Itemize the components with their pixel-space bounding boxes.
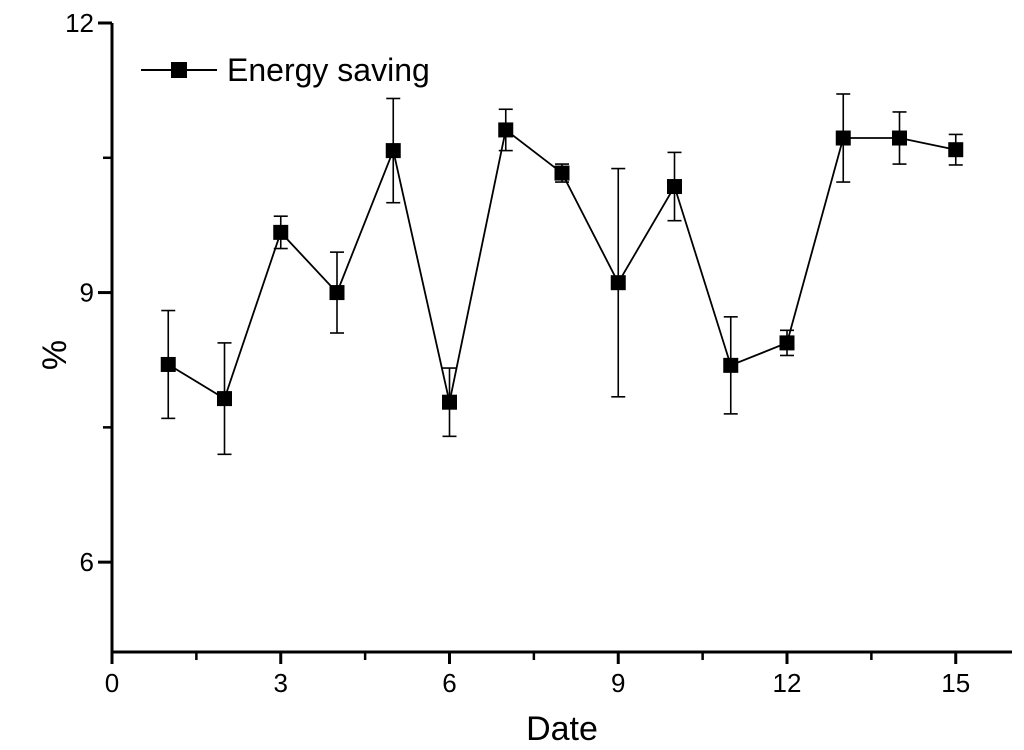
data-point-marker bbox=[779, 335, 795, 351]
data-point-marker bbox=[554, 165, 570, 181]
data-point-marker bbox=[948, 142, 964, 158]
x-tick-label: 9 bbox=[611, 668, 625, 698]
data-point-marker bbox=[610, 275, 626, 291]
data-point-marker bbox=[273, 224, 289, 240]
y-axis-title: % bbox=[36, 339, 74, 371]
x-tick-label: 12 bbox=[773, 668, 802, 698]
data-point-marker bbox=[892, 130, 907, 146]
x-axis-title: Date bbox=[526, 710, 598, 748]
data-point-marker bbox=[723, 357, 739, 373]
data-point-marker bbox=[442, 394, 457, 410]
axis-frame bbox=[110, 23, 1012, 654]
legend-label: Energy saving bbox=[227, 52, 430, 88]
y-tick-label: 6 bbox=[80, 547, 94, 577]
data-point-marker bbox=[160, 356, 176, 372]
x-tick-label: 0 bbox=[105, 668, 119, 698]
legend: Energy saving bbox=[141, 54, 430, 86]
y-tick-label: 12 bbox=[65, 8, 94, 38]
legend-square-marker-icon bbox=[171, 62, 187, 78]
data-point-marker bbox=[329, 285, 345, 301]
data-point-marker bbox=[217, 391, 232, 407]
data-point-marker bbox=[498, 122, 514, 138]
legend-marker-sample bbox=[141, 62, 217, 78]
data-point-marker bbox=[385, 143, 401, 159]
data-point-marker bbox=[835, 130, 851, 146]
x-tick-label: 3 bbox=[274, 668, 288, 698]
y-tick-label: 9 bbox=[80, 278, 94, 308]
data-point-marker bbox=[667, 179, 682, 195]
x-tick-label: 6 bbox=[442, 668, 456, 698]
x-tick-label: 15 bbox=[941, 668, 970, 698]
